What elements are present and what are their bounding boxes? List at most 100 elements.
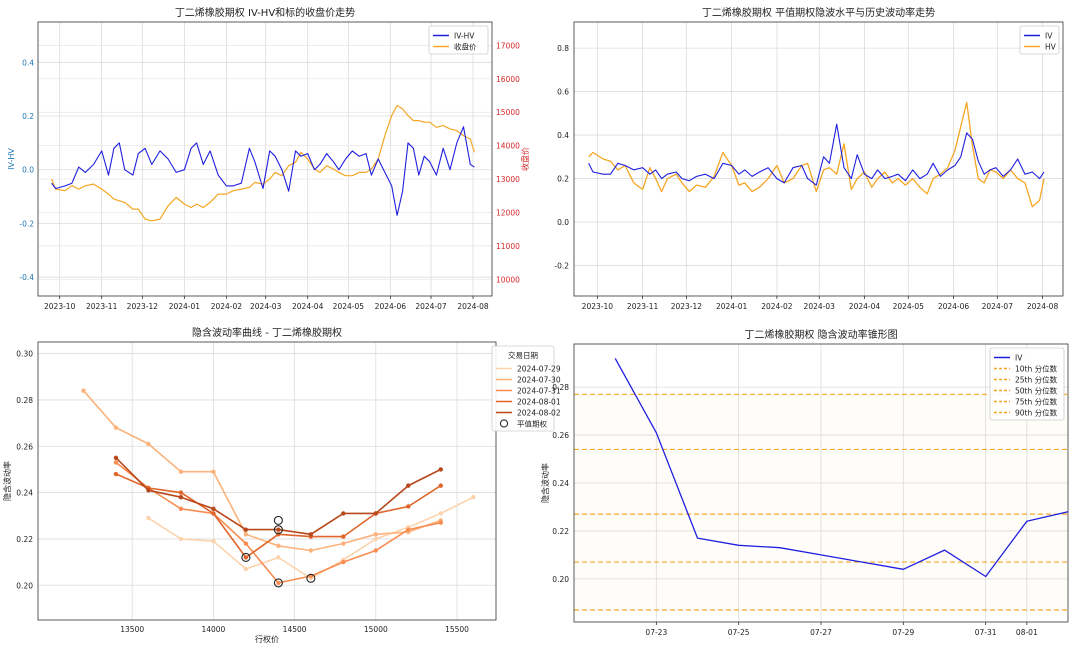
data-point xyxy=(81,388,86,393)
y-tick-label: -0.2 xyxy=(19,219,34,228)
x-axis-label: 行权价 xyxy=(255,634,279,644)
legend-label: IV xyxy=(1015,354,1023,363)
x-tick-label: 14000 xyxy=(201,625,225,634)
y-tick-label: 0.2 xyxy=(557,175,569,184)
y-tick-label: 0.6 xyxy=(557,88,569,97)
x-tick-label: 2024-06 xyxy=(375,302,407,311)
data-point xyxy=(341,559,346,565)
series-line xyxy=(115,457,442,536)
chart-title: 丁二烯橡胶期权 IV-HV和标的收盘价走势 xyxy=(175,6,355,19)
data-point xyxy=(406,527,411,532)
y-tick-label: 0.20 xyxy=(16,581,33,590)
x-tick-label: 2024-03 xyxy=(250,302,282,311)
plot-frame xyxy=(37,21,493,297)
x-tick-label: 07-31 xyxy=(975,628,997,637)
legend-box xyxy=(491,345,555,432)
data-point xyxy=(211,511,216,516)
y2-tick-label: 13000 xyxy=(496,175,520,184)
y-tick-label: 0.2 xyxy=(22,112,34,121)
atm-marker xyxy=(273,515,283,525)
y2-tick-label: 14000 xyxy=(496,142,520,151)
data-point xyxy=(146,515,151,521)
legend-label: HV xyxy=(1045,43,1057,52)
chart-iv-hv: 2023-10 2023-11 2023-12 2024-01 2024-02 2024-… xyxy=(554,6,1064,311)
data-point xyxy=(243,566,249,572)
data-point xyxy=(211,506,216,511)
data-point xyxy=(471,495,476,500)
chart-title: 丁二烯橡胶期权 平值期权隐波水平与历史波动率走势 xyxy=(702,6,935,19)
x-tick-label: 2024-01 xyxy=(716,302,748,311)
x-tick-label: 13500 xyxy=(120,625,144,634)
y-tick-label: -0.4 xyxy=(19,273,34,282)
data-point xyxy=(373,548,379,553)
legend-label: 2024-08-01 xyxy=(517,398,561,407)
y2-tick-label: 12000 xyxy=(496,208,520,217)
y-axis-label: 隐含波动率 xyxy=(2,461,12,501)
series-2024-08-02 xyxy=(113,455,443,537)
series-line-iv xyxy=(588,123,1045,186)
x-tick-label: 2024-02 xyxy=(211,302,243,311)
data-point xyxy=(243,541,249,546)
x-tick-label: 07-29 xyxy=(892,628,914,637)
y-axis-label: IV-HV xyxy=(7,148,16,170)
y-tick-label: 0.28 xyxy=(552,383,569,392)
x-tick-label: 2024-03 xyxy=(804,302,836,311)
series-line xyxy=(82,390,442,552)
data-point xyxy=(211,469,216,474)
x-tick-label: 07-25 xyxy=(728,628,750,637)
data-point xyxy=(178,490,184,495)
x-tick-label: 15000 xyxy=(364,625,388,634)
series-2024-07-30 xyxy=(81,388,443,553)
y-tick-label: 0.0 xyxy=(557,218,569,227)
y-tick-label: -0.2 xyxy=(554,262,569,271)
series-2024-07-29 xyxy=(146,495,476,581)
y2-tick-label: 11000 xyxy=(496,242,520,251)
x-tick-label: 2024-08 xyxy=(1027,302,1059,311)
data-point xyxy=(243,527,249,532)
plot-frame xyxy=(37,341,497,621)
y2-tick-label: 17000 xyxy=(496,41,520,50)
plot-frame xyxy=(573,343,1069,623)
data-point xyxy=(146,441,151,447)
x-tick-label: 2024-06 xyxy=(938,302,970,311)
data-point xyxy=(113,425,119,430)
data-point xyxy=(243,532,249,537)
data-point xyxy=(276,527,281,532)
data-point xyxy=(276,543,281,549)
atm-marker xyxy=(241,552,251,563)
x-tick-label: 2024-07 xyxy=(982,302,1014,311)
y-tick-label: 0.8 xyxy=(557,44,569,53)
y2-tick-label: 16000 xyxy=(496,75,520,84)
y-tick-label: 0.28 xyxy=(16,396,33,405)
percentile-band xyxy=(574,562,1068,610)
data-point xyxy=(341,534,346,539)
legend-title: 交易日期 xyxy=(508,350,538,360)
legend-label: 平值期权 xyxy=(517,419,547,429)
legend-label: 2024-07-29 xyxy=(517,365,561,374)
data-point xyxy=(113,471,119,477)
legend-box xyxy=(989,347,1065,421)
series-line-iv-hv xyxy=(51,126,475,216)
data-point xyxy=(438,483,443,488)
atm-marker xyxy=(273,525,283,535)
chart-title: 隐含波动率曲线 - 丁二烯橡胶期权 xyxy=(192,326,342,339)
x-tick-label: 14500 xyxy=(283,625,307,634)
legend-label: 25th 分位数 xyxy=(1015,375,1058,385)
legend-label: 收盘价 xyxy=(454,42,477,52)
y-tick-label: 0.20 xyxy=(552,575,569,584)
data-point xyxy=(438,467,443,472)
data-point xyxy=(211,539,216,544)
x-tick-label: 2023-11 xyxy=(627,302,659,311)
series-line-iv xyxy=(614,358,1069,578)
x-tick-label: 07-23 xyxy=(645,628,667,637)
y-tick-label: 0.26 xyxy=(552,431,569,440)
chart-title: 丁二烯橡胶期权 隐含波动率锥形图 xyxy=(744,328,897,341)
data-point xyxy=(146,488,151,493)
y-tick-label: 0.24 xyxy=(16,489,33,498)
series-line xyxy=(115,461,441,584)
y-tick-label: 0.22 xyxy=(552,527,569,536)
data-point xyxy=(243,555,249,560)
x-tick-label: 2024-05 xyxy=(333,302,365,311)
series-line-hv xyxy=(588,101,1045,208)
